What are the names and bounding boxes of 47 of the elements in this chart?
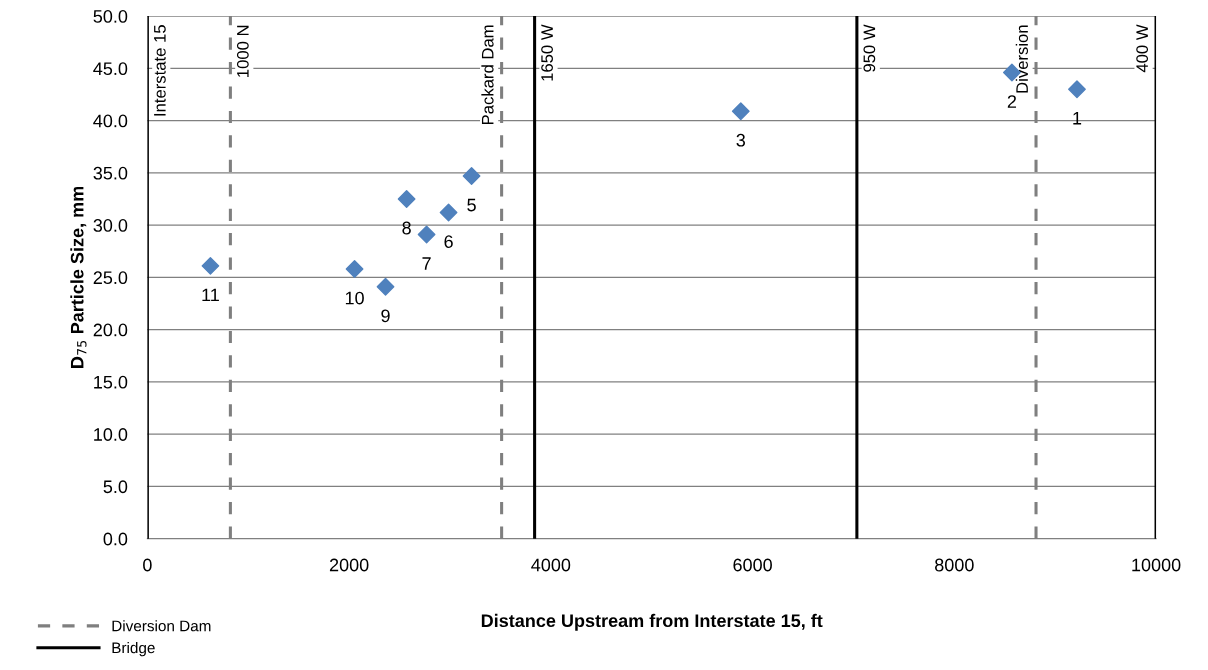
text: Diversion Dam [112, 620, 211, 632]
annotation: 10 [345, 291, 364, 305]
ref-line-label: Diversion [1015, 25, 1028, 93]
x-axis-title: Distance Upstream from Interstate 15, ft [481, 613, 823, 631]
point [345, 260, 364, 278]
x-tick-label: 0 [143, 558, 152, 572]
y-tick-label: 10.0 [94, 428, 128, 441]
ref-line-label: 400 W [1136, 24, 1149, 73]
annotation: 5 [467, 198, 476, 212]
annotation: 2 [1007, 95, 1017, 108]
y-tick-label: 50.0 [93, 10, 128, 23]
ref-line-label: Packard Dam [481, 25, 494, 124]
point [376, 277, 395, 296]
x-tick-label: 8000 [935, 558, 974, 572]
y-tick-label: 20.0 [93, 323, 128, 337]
y-tick-label: 40.0 [93, 114, 128, 128]
y-tick-label: 15.0 [94, 375, 128, 389]
annotation: 7 [422, 257, 431, 270]
annotation: 8 [402, 221, 411, 235]
y-axis-title: D$_{75}$ Particle Size, mm [70, 186, 87, 368]
y-tick-label: 35.0 [93, 166, 128, 180]
x-tick-label: 4000 [531, 558, 571, 572]
ref-line-label: 1000 N [236, 25, 249, 77]
point [1068, 80, 1086, 99]
text: Bridge [112, 642, 155, 657]
y-tick-label: 30.0 [93, 219, 128, 232]
point [201, 256, 220, 275]
ref-line-label: 950 W [863, 24, 876, 72]
y-tick-label: 0.0 [103, 532, 128, 546]
point [731, 102, 750, 121]
x-tick-label: 6000 [733, 558, 772, 572]
point [417, 225, 436, 244]
ref-line-label: Interstate 15 [154, 25, 166, 116]
annotation: 6 [444, 235, 453, 248]
annotation: 9 [381, 309, 390, 323]
x-tick-label: 2000 [329, 558, 369, 572]
y-tick-label: 5.0 [103, 480, 128, 494]
point [462, 167, 481, 185]
annotation: 11 [202, 288, 219, 302]
point [397, 190, 416, 208]
point [439, 203, 458, 222]
y-tick-label: 25.0 [93, 271, 128, 285]
x-tick-label: 10000 [1132, 558, 1181, 572]
ref-line-label: 1650 W [541, 24, 553, 81]
annotation: 3 [736, 133, 746, 147]
y-tick-label: 45.0 [93, 62, 128, 76]
annotation: 1 [1073, 112, 1082, 125]
